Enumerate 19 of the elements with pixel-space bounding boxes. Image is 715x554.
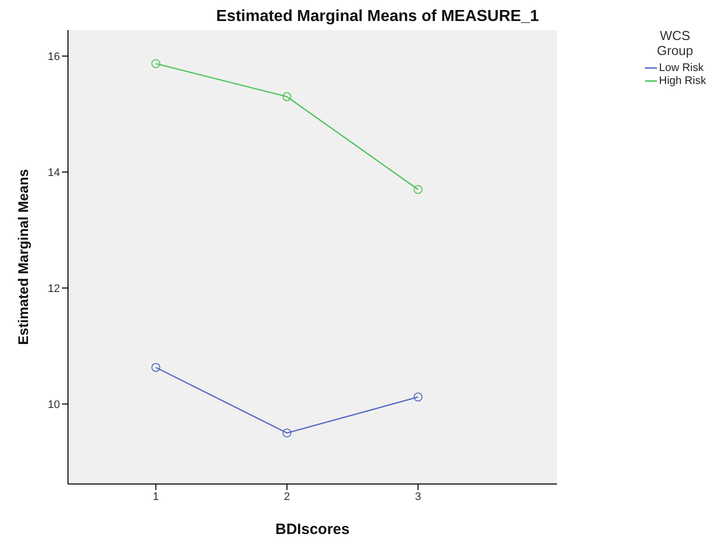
point [282, 428, 292, 438]
point [282, 92, 292, 102]
legend-label: Low Risk [659, 62, 704, 74]
point [151, 362, 160, 372]
y-tick-label: 16 [48, 50, 60, 63]
x-axis-title: BDIscores [275, 521, 350, 538]
point [414, 392, 423, 402]
chart-title: Estimated Marginal Means of MEASURE_1 [215, 8, 540, 27]
y-tick-label: 12 [48, 282, 60, 295]
y-axis-title: Estimated Marginal Means [14, 168, 31, 345]
y-tick-label: 10 [48, 398, 60, 411]
x-tick-label: 2 [284, 490, 290, 503]
point [151, 59, 160, 68]
legend-label: High Risk [659, 75, 706, 87]
point [414, 184, 423, 194]
x-tick-label: 3 [414, 490, 422, 503]
legend-title: WCS Group [656, 28, 694, 58]
x-tick-label: 1 [152, 490, 159, 503]
y-tick-label: 14 [48, 166, 60, 179]
